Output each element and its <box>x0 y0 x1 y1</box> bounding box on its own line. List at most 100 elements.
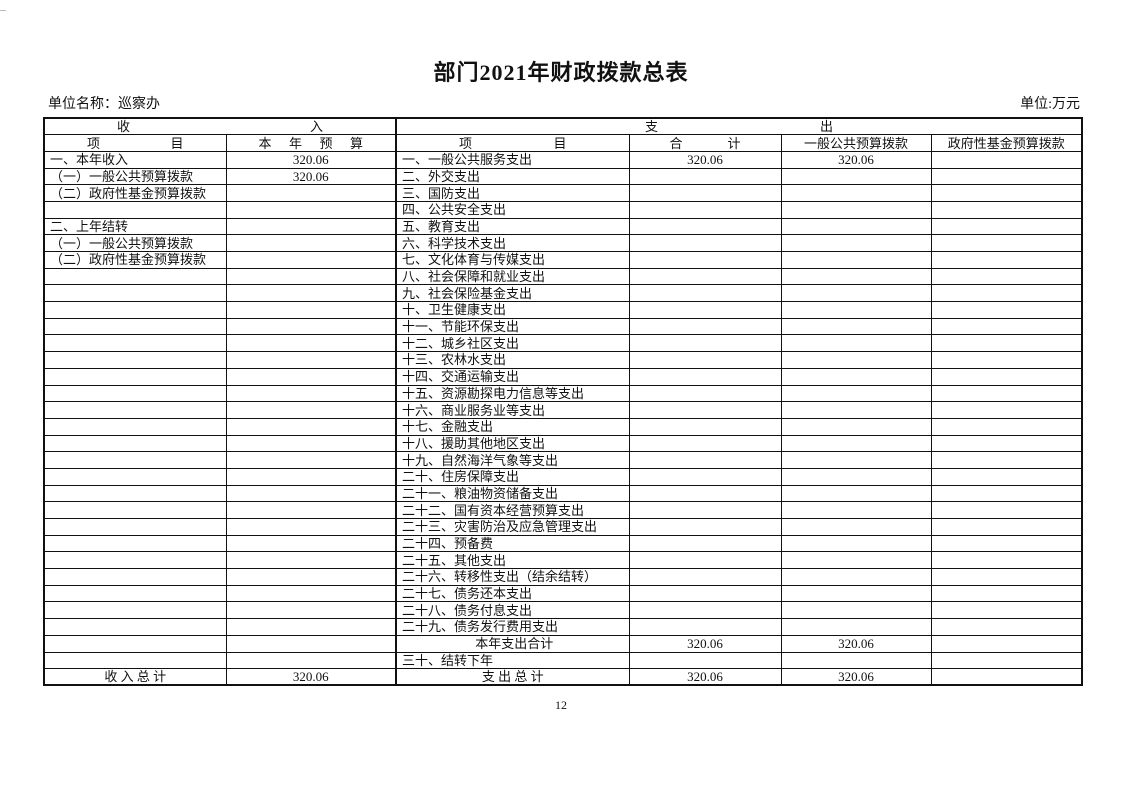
income-amount-cell <box>225 267 397 286</box>
expenditure-general-cell <box>780 301 932 319</box>
expenditure-general-cell <box>780 284 932 303</box>
income-amount-cell <box>225 200 397 219</box>
expenditure-item-cell: 十二、城乡社区支出 <box>395 334 630 353</box>
income-item-cell: （一）一般公共预算拨款 <box>43 234 227 252</box>
expenditure-fund-cell <box>930 518 1083 536</box>
expenditure-general-cell <box>780 217 932 236</box>
income-amount-cell <box>225 518 397 536</box>
expenditure-item-cell: 十七、金融支出 <box>395 417 630 436</box>
table-row: 二、上年结转 五、教育支出 <box>43 217 1083 236</box>
expenditure-fund-cell <box>930 150 1083 169</box>
expenditure-total-label: 支 出 总 计 <box>395 668 630 686</box>
income-section-header: 收 入 <box>43 117 397 136</box>
expenditure-general-cell <box>780 601 932 620</box>
expenditure-item-cell: 二十六、转移性支出（结余结转） <box>395 568 630 586</box>
expenditure-fund-cell <box>930 601 1083 620</box>
income-item-cell <box>43 568 227 586</box>
expenditure-total-cell <box>628 284 782 303</box>
expenditure-total-cell <box>628 568 782 586</box>
income-amount-cell <box>225 467 397 486</box>
table-row: 十四、交通运输支出 <box>43 367 1083 386</box>
expenditure-fund-cell <box>930 284 1083 303</box>
table-row: 二十四、预备费 <box>43 534 1083 553</box>
table-row: （二）政府性基金预算拨款 七、文化体育与传媒支出 <box>43 251 1083 269</box>
expenditure-fund-cell <box>930 167 1083 186</box>
expenditure-fund-cell <box>930 351 1083 369</box>
income-amount-cell <box>225 384 397 403</box>
table-row: 二十六、转移性支出（结余结转） <box>43 568 1083 586</box>
fiscal-appropriation-table: 收 入 支 出 项 目 本 年 预 算 项 目 合 计 一般公共预算拨款 政府性… <box>43 117 1084 687</box>
expenditure-fund-cell <box>930 267 1083 286</box>
table-row: 二十、住房保障支出 <box>43 467 1083 486</box>
table-row: 十七、金融支出 <box>43 417 1083 436</box>
expenditure-general-cell <box>780 317 932 336</box>
expenditure-fund-cell <box>930 451 1083 469</box>
expenditure-total-cell <box>628 267 782 286</box>
income-item-cell <box>43 501 227 519</box>
expenditure-general-cell <box>780 384 932 403</box>
expenditure-general-cell <box>780 167 932 186</box>
income-amount-cell <box>225 334 397 353</box>
expenditure-total-cell <box>628 301 782 319</box>
expenditure-fund-cell <box>930 367 1083 386</box>
meta-row: 单位名称：巡察办 单位:万元 <box>48 96 1080 114</box>
income-item-cell <box>43 467 227 486</box>
expenditure-fund-cell <box>930 234 1083 252</box>
expenditure-item-cell: 十一、节能环保支出 <box>395 317 630 336</box>
expenditure-total-cell <box>628 367 782 386</box>
income-amount-cell <box>225 367 397 386</box>
expenditure-general-cell <box>780 518 932 536</box>
expenditure-total-cell <box>628 434 782 453</box>
expenditure-total-cell <box>628 417 782 436</box>
income-amount-cell <box>225 568 397 586</box>
expenditure-total-cell <box>628 184 782 202</box>
expenditure-fund-cell <box>930 434 1083 453</box>
expenditure-fund-cell <box>930 184 1083 202</box>
table-row: 十一、节能环保支出 <box>43 317 1083 336</box>
expenditure-total-cell: 320.06 <box>628 634 782 653</box>
expenditure-item-cell: 十九、自然海洋气象等支出 <box>395 451 630 469</box>
page-number: 12 <box>555 698 567 712</box>
table-row: 十八、援助其他地区支出 <box>43 434 1083 453</box>
table-row: 十二、城乡社区支出 <box>43 334 1083 353</box>
expenditure-fund-cell <box>930 467 1083 486</box>
expenditure-item-cell: 一、一般公共服务支出 <box>395 150 630 169</box>
expenditure-fund-cell <box>930 334 1083 353</box>
income-item-cell <box>43 301 227 319</box>
table-row: 三十、结转下年 <box>43 651 1083 670</box>
column-header-row: 项 目 本 年 预 算 项 目 合 计 一般公共预算拨款 政府性基金预算拨款 <box>43 134 1083 152</box>
expenditure-total-cell <box>628 618 782 636</box>
expenditure-general-cell: 320.06 <box>780 150 932 169</box>
expenditure-total-cell <box>628 651 782 670</box>
expenditure-general-cell <box>780 184 932 202</box>
table-row: 二十七、债务还本支出 <box>43 584 1083 603</box>
expenditure-general-cell <box>780 551 932 570</box>
expenditure-total-cell <box>628 584 782 603</box>
expenditure-total-cell <box>628 534 782 553</box>
expenditure-item-cell: 二十八、债务付息支出 <box>395 601 630 620</box>
income-item-cell <box>43 651 227 670</box>
expenditure-total-cell <box>628 234 782 252</box>
expenditure-general-cell <box>780 484 932 503</box>
page-title: 部门2021年财政拨款总表 <box>433 60 689 85</box>
expenditure-item-cell: 二十二、国有资本经营预算支出 <box>395 501 630 519</box>
expenditure-item-cell: 二十七、债务还本支出 <box>395 584 630 603</box>
expenditure-total-cell <box>628 384 782 403</box>
expenditure-general-cell: 320.06 <box>780 634 932 653</box>
income-amount-cell <box>225 651 397 670</box>
income-amount-cell <box>225 501 397 519</box>
expenditure-general-cell <box>780 534 932 553</box>
income-amount-cell <box>225 551 397 570</box>
expenditure-item-cell: 十五、资源勘探电力信息等支出 <box>395 384 630 403</box>
expenditure-fund-cell <box>930 317 1083 336</box>
expenditure-item-cell: 十四、交通运输支出 <box>395 367 630 386</box>
table-row: （一）一般公共预算拨款 320.06 二、外交支出 <box>43 167 1083 186</box>
expenditure-item-cell: 二、外交支出 <box>395 167 630 186</box>
income-item-cell <box>43 401 227 419</box>
table-row: 九、社会保险基金支出 <box>43 284 1083 303</box>
col-header-exp-general: 一般公共预算拨款 <box>780 134 932 152</box>
expenditure-fund-cell <box>930 501 1083 519</box>
expenditure-fund-cell <box>930 251 1083 269</box>
income-amount-cell <box>225 584 397 603</box>
table-row: 二十三、灾害防治及应急管理支出 <box>43 518 1083 536</box>
